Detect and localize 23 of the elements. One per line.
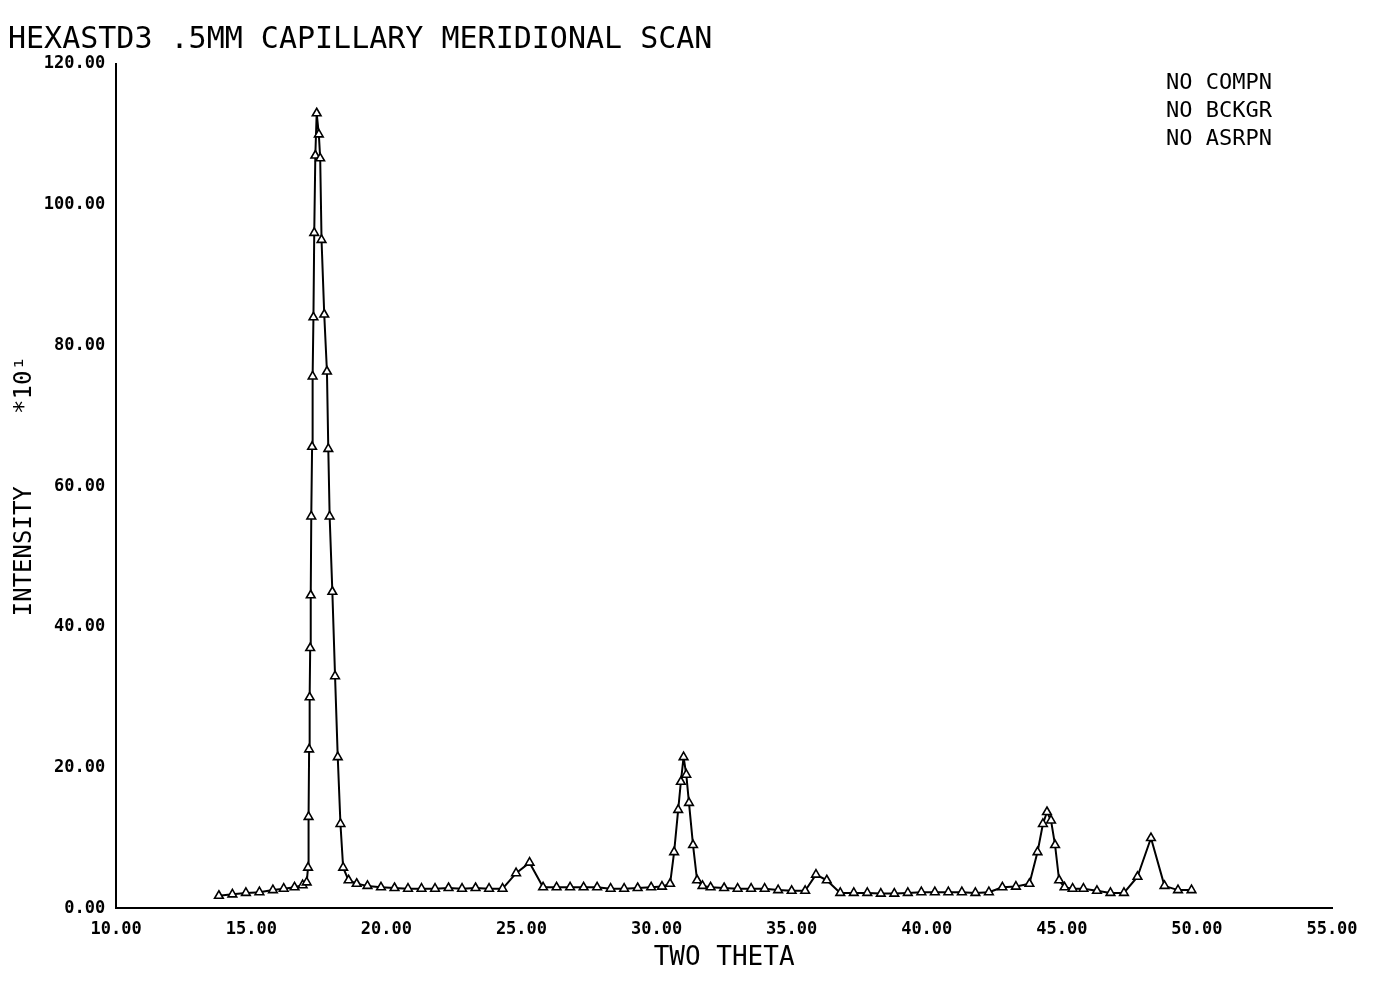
y-tick-label: 80.00 bbox=[54, 333, 106, 354]
x-tick-label: 15.00 bbox=[225, 918, 277, 939]
x-tick-label: 45.00 bbox=[1036, 918, 1088, 939]
annotation: NO ASRPN bbox=[1166, 124, 1272, 150]
x-tick-label: 55.00 bbox=[1306, 918, 1358, 939]
y-tick-label: 60.00 bbox=[54, 474, 106, 495]
y-tick-label: 100.00 bbox=[43, 193, 106, 214]
x-tick-label: 30.00 bbox=[630, 918, 683, 939]
x-tick-label: 50.00 bbox=[1171, 918, 1223, 939]
y-tick-label: 0.00 bbox=[64, 896, 106, 917]
x-tick-label: 20.00 bbox=[360, 918, 412, 939]
chart-title: HEXASTD3 .5MM CAPILLARY MERIDIONAL SCAN bbox=[8, 19, 713, 55]
x-tick-label: 25.00 bbox=[495, 918, 548, 939]
annotation: NO BCKGR bbox=[1166, 96, 1273, 122]
x-tick-label: 10.00 bbox=[90, 918, 142, 939]
y-tick-label: 20.00 bbox=[54, 756, 106, 777]
x-tick-label: 40.00 bbox=[901, 918, 953, 939]
y-tick-label: 120.00 bbox=[43, 52, 106, 73]
x-tick-label: 35.00 bbox=[766, 918, 818, 939]
x-axis-title: TWO THETA bbox=[653, 941, 795, 972]
y-axis-title: INTENSITY *10¹ bbox=[8, 356, 37, 617]
y-tick-label: 40.00 bbox=[54, 615, 106, 636]
annotation: NO COMPN bbox=[1166, 68, 1272, 94]
